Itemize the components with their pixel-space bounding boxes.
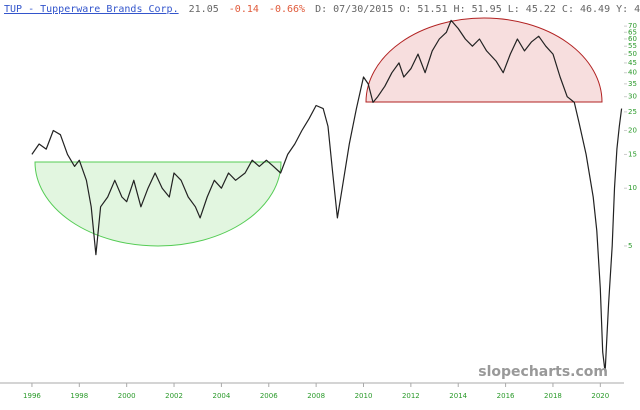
x-tick-label: 1998 xyxy=(70,392,88,400)
y-tick-label: 5 xyxy=(628,242,632,250)
y-tick-label: 70 xyxy=(628,22,637,30)
x-tick-label: 2008 xyxy=(307,392,325,400)
y-tick-label: 65 xyxy=(628,28,637,36)
x-tick-label: 2010 xyxy=(355,392,373,400)
x-tick-label: 2012 xyxy=(402,392,420,400)
x-tick-label: 1996 xyxy=(23,392,41,400)
change: -0.14 xyxy=(229,4,259,15)
change-pct: -0.66% xyxy=(269,4,305,15)
y-tick-label: 35 xyxy=(628,80,637,88)
x-tick-label: 2016 xyxy=(497,392,515,400)
x-tick-label: 2000 xyxy=(118,392,136,400)
price-line xyxy=(31,19,623,373)
last-price: 21.05 xyxy=(189,4,219,15)
header: TUP - Tupperware Brands Corp. 21.05 -0.1… xyxy=(4,4,640,15)
y-tick-label: 20 xyxy=(628,126,637,134)
x-tick-label: 2014 xyxy=(449,392,467,400)
y-tick-label: 10 xyxy=(628,184,637,192)
y-tick-label: 50 xyxy=(628,50,637,58)
y-tick-label: 45 xyxy=(628,59,637,67)
x-tick-label: 2004 xyxy=(212,392,230,400)
x-tick-label: 2020 xyxy=(591,392,609,400)
y-tick-label: 15 xyxy=(628,150,637,158)
watermark: slopecharts.com xyxy=(478,364,608,380)
x-tick-label: 2002 xyxy=(165,392,183,400)
y-tick-label: 40 xyxy=(628,69,637,77)
y-tick-label: 30 xyxy=(628,93,637,101)
y-tick-label: 60 xyxy=(628,35,637,43)
x-tick-label: 2018 xyxy=(544,392,562,400)
ohlc: D: 07/30/2015 O: 51.51 H: 51.95 L: 45.22… xyxy=(315,4,640,15)
cup-shape xyxy=(34,161,282,247)
symbol: TUP - Tupperware Brands Corp. xyxy=(4,4,179,15)
dome-shape xyxy=(365,17,603,103)
x-tick-label: 2006 xyxy=(260,392,278,400)
y-tick-label: 25 xyxy=(628,108,637,116)
y-tick-label: 55 xyxy=(628,42,637,50)
